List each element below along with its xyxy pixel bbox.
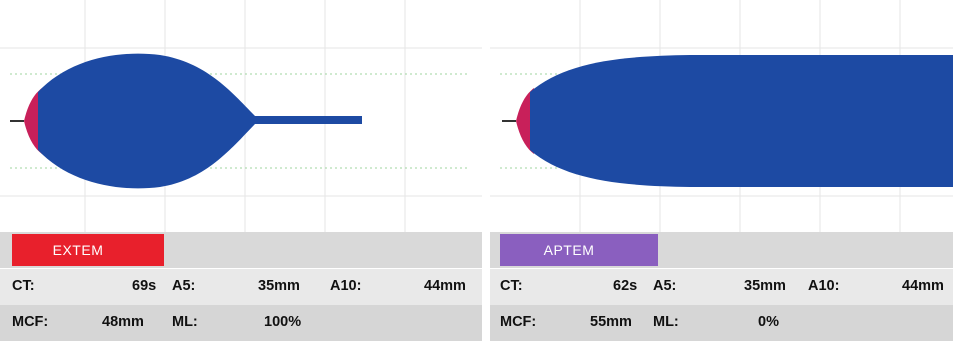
a5-value: 35mm: [258, 278, 300, 294]
extem-grid: [0, 0, 482, 232]
a5-value: 35mm: [744, 278, 786, 294]
aptem-amplitude-trace: [530, 55, 953, 187]
aptem-row-2: MCF: 55mm ML: 0%: [490, 305, 953, 341]
a10-value: 44mm: [424, 278, 466, 294]
a5-label: A5:: [172, 278, 196, 294]
extem-temogram-svg: [0, 0, 482, 232]
ct-label: CT:: [12, 278, 35, 294]
extem-amplitude-trace: [38, 53, 362, 189]
ct-value: 69s: [132, 278, 157, 294]
aptem-temogram: [490, 0, 953, 232]
ml-value: 0%: [758, 314, 779, 330]
aptem-clot-start: [516, 88, 534, 154]
extem-clot-start: [24, 88, 42, 154]
extem-row-2: MCF: 48mm ML: 100%: [0, 305, 482, 341]
ml-label: ML:: [653, 314, 679, 330]
aptem-tabbar: APTEM: [490, 232, 953, 268]
mcf-label: MCF:: [12, 314, 49, 330]
tab-extem[interactable]: EXTEM: [12, 234, 164, 266]
mcf-value: 48mm: [102, 314, 144, 330]
aptem-temogram-svg: [490, 0, 953, 232]
aptem-panel: APTEM CT: 62s A5: 35mm A10: 44mm MCF: 55…: [490, 0, 953, 341]
mcf-value: 55mm: [590, 314, 632, 330]
ct-label: CT:: [500, 278, 523, 294]
aptem-row-1: CT: 62s A5: 35mm A10: 44mm: [490, 269, 953, 305]
mcf-label: MCF:: [500, 314, 537, 330]
ml-label: ML:: [172, 314, 198, 330]
extem-panel: EXTEM CT: 69s A5: 35mm A10: 44mm MCF: 48…: [0, 0, 482, 341]
a10-label: A10:: [330, 278, 362, 294]
a10-value: 44mm: [902, 278, 944, 294]
extem-tabbar: EXTEM: [0, 232, 482, 268]
ml-value: 100%: [264, 314, 302, 330]
a5-label: A5:: [653, 278, 677, 294]
ct-value: 62s: [613, 278, 638, 294]
tab-aptem[interactable]: APTEM: [500, 234, 658, 266]
extem-row-1: CT: 69s A5: 35mm A10: 44mm: [0, 269, 482, 305]
a10-label: A10:: [808, 278, 840, 294]
extem-temogram: [0, 0, 482, 232]
